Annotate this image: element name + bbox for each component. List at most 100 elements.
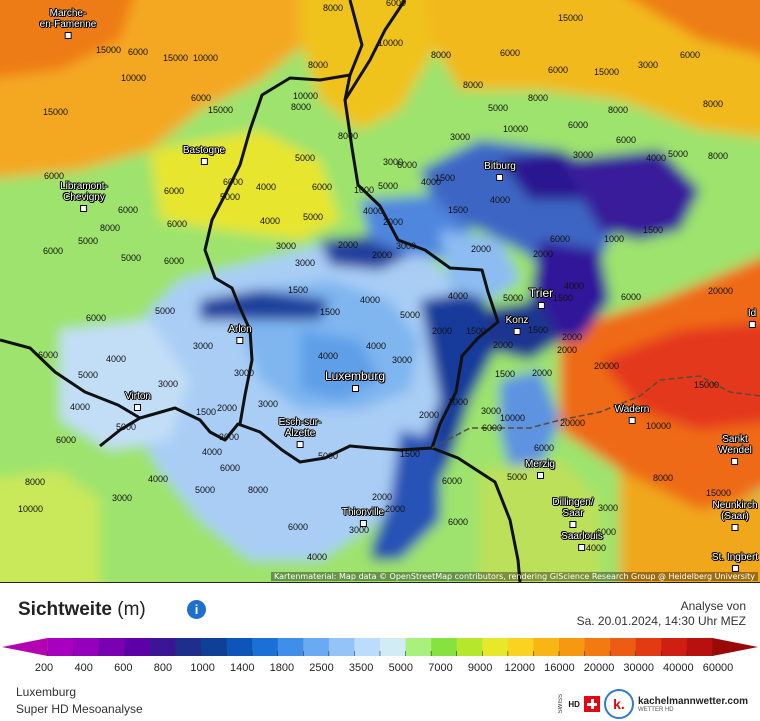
visibility-value: 15000 (163, 53, 189, 63)
visibility-value: 8000 (708, 151, 729, 161)
visibility-value: 5000 (503, 293, 524, 303)
city-label: Neunkirch (Saar) (712, 500, 758, 531)
visibility-value: 8000 (653, 473, 674, 483)
color-scale-step (456, 638, 483, 656)
product-name: Super HD Mesoanalyse (16, 702, 143, 716)
visibility-value: 4000 (366, 341, 387, 351)
city-name: Dillingen/Saar (552, 497, 594, 519)
city-label: St. Ingbert (712, 552, 758, 572)
visibility-value: 10000 (18, 504, 44, 514)
visibility-value: 1500 (288, 285, 309, 295)
visibility-value: 2000 (338, 240, 359, 250)
visibility-value: 6000 (680, 50, 701, 60)
visibility-value: 2000 (385, 504, 406, 514)
city-label: Luxemburg (325, 370, 385, 392)
border-lines (0, 0, 522, 582)
visibility-value: 3000 (383, 157, 404, 167)
visibility-value: 3000 (219, 432, 240, 442)
color-scale-tick-label: 30000 (623, 662, 654, 674)
city-marker-icon (359, 520, 367, 527)
visibility-map[interactable]: 15000 6000 15000 10000 10000 6000 15000 8000 800… (0, 0, 760, 583)
analysis-label: Analyse von (680, 599, 746, 613)
color-scale-step (482, 638, 509, 656)
city-name: Bitburg (484, 161, 516, 172)
color-scale-tick-label: 16000 (544, 662, 575, 674)
visibility-value: 4000 (256, 182, 277, 192)
land-border (431, 375, 760, 449)
city-label: Dillingen/Saar (552, 497, 594, 528)
color-scale-step (584, 638, 611, 656)
info-icon[interactable]: i (187, 600, 206, 619)
visibility-value: 6000 (616, 135, 637, 145)
city-label: Saarlouis (561, 531, 603, 551)
visibility-value: 4000 (646, 153, 667, 163)
city-marker-icon (748, 321, 756, 328)
color-scale-step (559, 638, 586, 656)
visibility-value: 1500 (196, 407, 217, 417)
city-marker-icon (134, 404, 142, 411)
city-name: Luxemburg (324, 369, 386, 383)
visibility-value: 10000 (121, 73, 147, 83)
brand-name: kachelmannwetter.com (637, 695, 748, 707)
color-scale-step (431, 638, 458, 656)
legend-unit: (m) (117, 599, 146, 620)
visibility-value: 6000 (442, 476, 463, 486)
visibility-value: 3000 (295, 258, 316, 268)
color-scale-tick-label: 800 (153, 662, 173, 674)
color-scale-tick-label: 60000 (702, 662, 734, 674)
color-scale-step (175, 638, 202, 656)
city-marker-icon (64, 32, 72, 39)
color-scale-tick-label: 9000 (467, 662, 493, 674)
color-scale-tick-label: 600 (114, 662, 133, 674)
visibility-value: 1500 (435, 173, 456, 183)
visibility-value: 2000 (471, 244, 492, 254)
color-scale-step (405, 638, 432, 656)
visibility-value: 6000 (534, 443, 555, 453)
visibility-value: 5000 (488, 103, 509, 113)
visibility-value: 4000 (307, 552, 328, 562)
visibility-value: 1500 (528, 325, 549, 335)
visibility-value: 6000 (191, 93, 212, 103)
visibility-value: 8000 (431, 50, 452, 60)
city-label: Esch-sur- Alzette (278, 417, 322, 448)
visibility-value: 6000 (44, 171, 65, 181)
city-name: Libramont- Chevigny (60, 181, 108, 203)
color-scale-tick-label: 20000 (583, 662, 615, 674)
color-scale-step (533, 638, 560, 656)
visibility-value: 6000 (621, 292, 642, 302)
color-scale-tick-label: 1400 (229, 662, 255, 674)
visibility-value: 1500 (400, 449, 421, 459)
visibility-value: 3000 (598, 503, 619, 513)
map-canvas (0, 0, 760, 582)
city-name: Marche-en-Famenne (39, 8, 97, 30)
city-label: Merzig (525, 459, 555, 479)
brand-logos[interactable]: SWISS HD k. kachelmannwetter.com WETTER … (558, 689, 748, 719)
visibility-value: 3000 (276, 241, 297, 251)
city-label: Id (748, 308, 756, 328)
visibility-value: 3000 (193, 341, 214, 351)
city-name: Saarlouis (561, 531, 603, 542)
color-scale-step (47, 638, 74, 656)
color-scale-step (686, 638, 714, 656)
region-name: Luxemburg (16, 685, 77, 699)
visibility-value: 5000 (78, 370, 99, 380)
visibility-value: 8000 (25, 477, 46, 487)
city-name: Esch-sur- Alzette (278, 417, 322, 439)
visibility-value: 5000 (116, 422, 137, 432)
visibility-value: 4000 (148, 474, 169, 484)
color-scale-tick-label: 12000 (504, 662, 536, 674)
visibility-value: 3000 (349, 525, 370, 535)
visibility-value: 15000 (706, 488, 732, 498)
visibility-value: 1500 (320, 307, 341, 317)
color-scale-step (303, 638, 330, 656)
visibility-value: 2000 (383, 217, 404, 227)
visibility-value: 4000 (586, 543, 607, 553)
color-scale-step (712, 638, 758, 656)
visibility-value: 2000 (532, 368, 553, 378)
city-name: Id (747, 308, 757, 319)
visibility-value: 1500 (553, 293, 574, 303)
city-name: Sankt Wendel (718, 434, 752, 456)
city-marker-icon (513, 328, 521, 335)
visibility-value: 15000 (96, 45, 122, 55)
color-scale-tick-label: 400 (74, 662, 93, 674)
